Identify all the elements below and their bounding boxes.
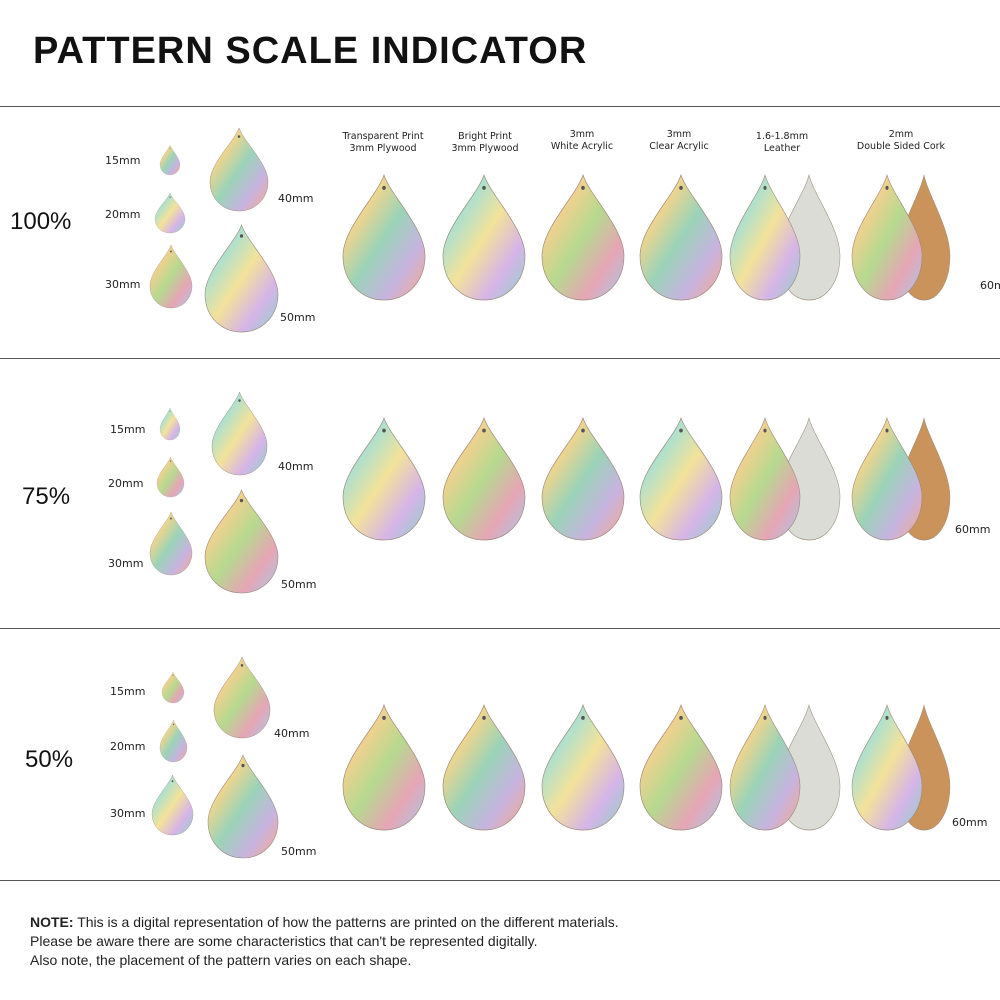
material-line: 3mm [666,129,692,140]
material-label: 1.6-1.8mm Leather [727,131,837,155]
size-label: 40mm [274,727,310,740]
size-label: 15mm [110,685,146,698]
note-line: Also note, the placement of the pattern … [30,952,412,968]
material-line: White Acrylic [550,141,614,152]
teardrop-swatch [211,391,268,476]
divider [0,628,1000,629]
teardrop-swatch [159,144,181,176]
teardrop-swatch [541,703,625,831]
material-line: 2mm [888,129,914,140]
teardrop-swatch [851,173,923,301]
size-label: 50mm [281,845,317,858]
material-label: 3mm White Acrylic [527,129,637,153]
teardrop-swatch [149,244,193,309]
size-label: 30mm [105,278,141,291]
material-line: 3mm Plywood [349,143,417,154]
teardrop-swatch [342,173,426,301]
teardrop-swatch [149,511,193,576]
divider [0,880,1000,881]
size-label: 60mm [952,816,988,829]
teardrop-swatch [342,703,426,831]
teardrop-swatch [541,416,625,541]
size-label: 30mm [110,807,146,820]
note: NOTE: This is a digital representation o… [30,913,619,970]
teardrop-swatch [342,416,426,541]
teardrop-swatch [442,173,526,301]
size-label: 40mm [278,192,314,205]
material-line: 3mm [569,129,595,140]
size-label: 60mm [980,279,1000,292]
teardrop-swatch [442,416,526,541]
teardrop-swatch [851,416,923,541]
teardrop-swatch [541,173,625,301]
teardrop-swatch [161,671,185,704]
divider [0,358,1000,359]
size-label: 20mm [110,740,146,753]
material-label: Bright Print 3mm Plywood [430,131,540,155]
teardrop-swatch [156,456,185,498]
teardrop-swatch [729,416,801,541]
size-label: 15mm [110,423,146,436]
note-line: Please be aware there are some character… [30,933,538,949]
size-label: 20mm [105,208,141,221]
teardrop-swatch [639,173,723,301]
material-label: 3mm Clear Acrylic [624,129,734,153]
teardrop-swatch [159,407,181,441]
divider [0,106,1000,107]
size-label: 40mm [278,460,314,473]
size-label: 60mm [955,523,991,536]
teardrop-swatch [204,224,279,333]
material-line: 3mm Plywood [451,143,519,154]
scale-label: 50% [25,746,74,773]
teardrop-swatch [729,173,801,301]
scale-label: 100% [10,208,72,235]
material-line: 1.6-1.8mm [755,131,809,142]
teardrop-swatch [207,754,279,859]
teardrop-swatch [204,489,279,594]
note-label: NOTE: [30,914,74,930]
teardrop-swatch [639,703,723,831]
material-line: Leather [763,143,801,154]
teardrop-swatch [442,703,526,831]
teardrop-swatch [209,127,269,212]
size-label: 50mm [280,311,316,324]
teardrop-swatch [851,703,923,831]
size-label: 20mm [108,477,144,490]
teardrop-swatch [151,774,194,836]
material-line: Clear Acrylic [649,141,709,152]
size-label: 50mm [281,578,317,591]
material-line: Double Sided Cork [856,141,946,152]
material-label: Transparent Print 3mm Plywood [328,131,438,155]
teardrop-swatch [729,703,801,831]
page-title: PATTERN SCALE INDICATOR [33,30,588,72]
material-line: Bright Print [458,131,512,142]
teardrop-swatch [639,416,723,541]
scale-label: 75% [22,483,71,510]
teardrop-swatch [213,656,271,739]
teardrop-swatch [159,719,188,763]
material-line: Transparent Print [342,131,424,142]
material-label: 2mm Double Sided Cork [846,129,956,153]
size-label: 15mm [105,154,141,167]
size-label: 30mm [108,557,144,570]
note-line: This is a digital representation of how … [73,914,619,930]
teardrop-swatch [154,192,186,234]
